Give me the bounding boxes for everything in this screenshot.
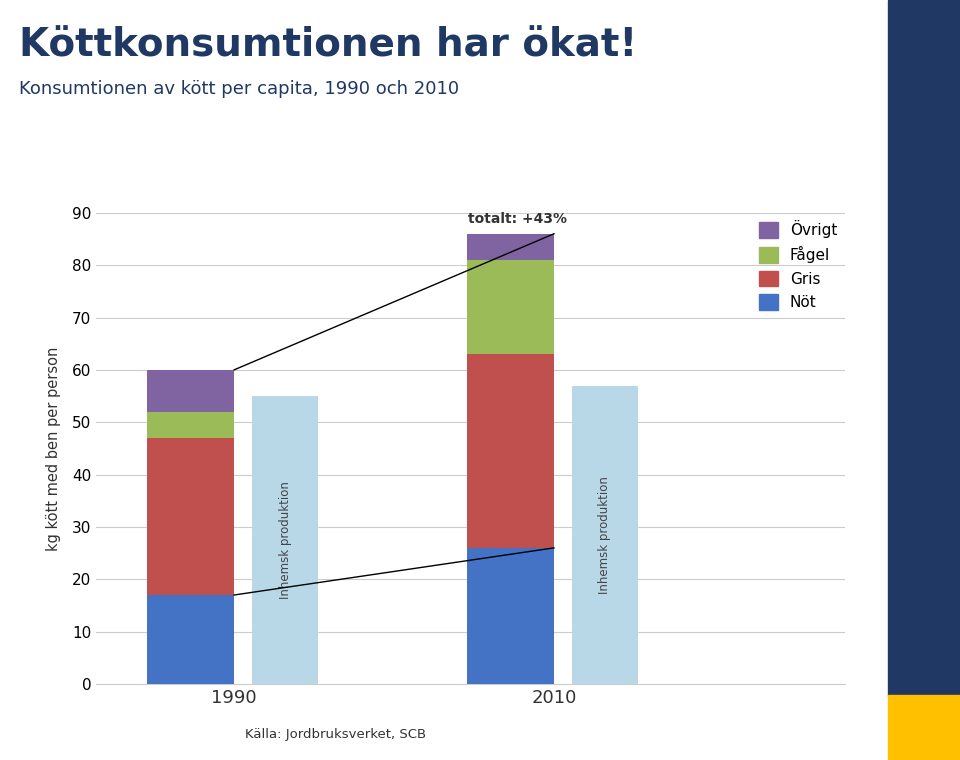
- Text: Konsumtionen av kött per capita, 1990 och 2010: Konsumtionen av kött per capita, 1990 oc…: [19, 80, 459, 98]
- Bar: [572, 385, 637, 684]
- Bar: [888, 695, 960, 760]
- Bar: [147, 438, 234, 595]
- Text: Källa: Jordbruksverket, SCB: Källa: Jordbruksverket, SCB: [246, 728, 426, 741]
- Bar: [467, 548, 554, 684]
- Text: totalt: +43%: totalt: +43%: [468, 212, 567, 226]
- Bar: [147, 412, 234, 438]
- Bar: [467, 354, 554, 548]
- Bar: [467, 234, 554, 260]
- Bar: [467, 260, 554, 354]
- Bar: [252, 396, 318, 684]
- Bar: [147, 370, 234, 412]
- Text: Köttkonsumtionen har ökat!: Köttkonsumtionen har ökat!: [19, 27, 637, 65]
- Y-axis label: kg kött med ben per person: kg kött med ben per person: [46, 347, 60, 550]
- Legend: Övrigt, Fågel, Gris, Nöt: Övrigt, Fågel, Gris, Nöt: [759, 220, 837, 310]
- Text: Inhemsk produktion: Inhemsk produktion: [278, 481, 292, 599]
- Text: Inhemsk produktion: Inhemsk produktion: [598, 476, 612, 594]
- Bar: [147, 595, 234, 684]
